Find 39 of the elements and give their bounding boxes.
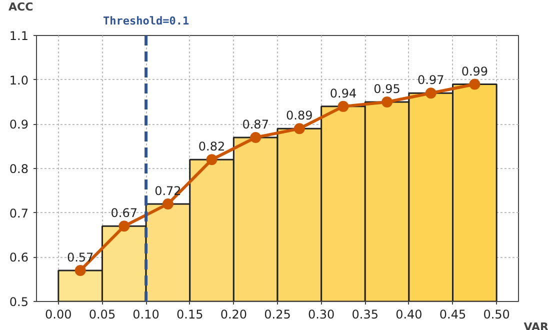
y-tick-label: 1.1	[9, 29, 29, 43]
data-label: 0.67	[110, 206, 138, 220]
data-label: 0.72	[154, 184, 182, 198]
y-tick-label: 0.6	[9, 250, 29, 265]
data-label: 0.89	[286, 108, 313, 123]
x-tick-label: 0.30	[308, 308, 335, 322]
point	[425, 88, 436, 99]
y-axis-title: ACC	[8, 0, 34, 14]
y-tick-label: 0.8	[9, 162, 29, 176]
point	[118, 220, 130, 232]
point	[74, 264, 86, 276]
data-label: 0.82	[198, 140, 226, 154]
y-tick-label: 0.9	[9, 118, 29, 132]
y-tick-label: 0.7	[9, 206, 29, 220]
x-tick-label: 0.25	[264, 308, 291, 322]
y-tick-label: 1.0	[9, 73, 29, 88]
x-tick-label: 0.45	[439, 308, 466, 322]
x-tick-label: 0.50	[483, 308, 510, 322]
x-tick-label: 0.15	[176, 308, 204, 322]
x-tick-label: 0.05	[88, 308, 116, 322]
data-label: 0.97	[418, 73, 444, 88]
x-tick-label: 0.00	[45, 308, 72, 322]
x-tick-label: 0.20	[220, 308, 248, 322]
point	[206, 154, 218, 166]
point	[250, 132, 262, 143]
ref-line-label: Threshold=0.1	[103, 14, 190, 28]
point	[469, 78, 480, 90]
data-label: 0.87	[242, 117, 269, 132]
point	[294, 123, 305, 134]
data-label: 0.94	[330, 86, 357, 100]
data-label: 0.99	[461, 64, 488, 78]
point	[382, 96, 393, 108]
point	[162, 198, 174, 210]
x-tick-label: 0.40	[396, 308, 422, 322]
data-label: 0.95	[374, 82, 400, 96]
x-tick-label: 0.10	[132, 308, 160, 322]
y-tick-label: 0.5	[9, 295, 29, 309]
x-tick-label: 0.35	[352, 308, 378, 322]
point	[338, 100, 349, 112]
